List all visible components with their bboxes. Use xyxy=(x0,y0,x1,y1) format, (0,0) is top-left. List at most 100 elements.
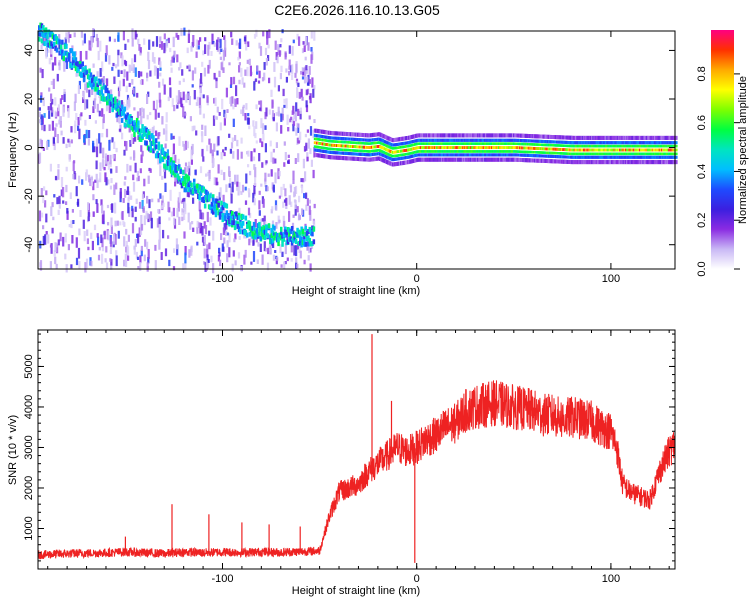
spectrogram-ridge-cell xyxy=(210,204,214,210)
spectrogram-noise-cell xyxy=(168,259,171,267)
spectrogram-ridge-cell xyxy=(266,225,269,231)
spectrogram-noise-cell xyxy=(123,59,127,65)
spectrogram-noise-cell xyxy=(161,195,164,204)
spectrogram-noise-cell xyxy=(172,266,176,271)
spectrogram-ridge-cell xyxy=(311,225,314,231)
spectrogram-noise-cell xyxy=(184,112,187,116)
spectrogram-ridge-cell xyxy=(81,61,84,67)
spectrogram-ridge-cell xyxy=(112,97,116,103)
spectrogram-noise-cell xyxy=(59,232,62,242)
spectrogram-noise-cell xyxy=(306,198,309,206)
spectrogram-noise-cell xyxy=(181,208,184,216)
spectrogram-noise-cell xyxy=(285,68,288,73)
spectrogram-noise-cell xyxy=(78,228,81,236)
spectrogram-ridge-cell xyxy=(123,106,127,112)
spectrogram-noise-cell xyxy=(161,116,164,125)
spectrogram-noise-cell xyxy=(93,224,97,231)
spectrogram-ridge-cell xyxy=(47,29,50,35)
spectrogram-ridge-cell xyxy=(96,89,99,95)
spectrogram-noise-cell xyxy=(191,84,194,88)
spectrogram-ridge-cell xyxy=(95,76,98,82)
spectrogram-ridge-cell xyxy=(61,54,64,60)
spectrogram-ridge-cell xyxy=(73,54,76,60)
spectrogram-noise-cell xyxy=(95,199,98,205)
spectrogram-noise-cell xyxy=(118,128,121,132)
spectrogram-noise-cell xyxy=(175,95,178,103)
spectrogram-noise-cell xyxy=(253,81,256,91)
spectrogram-ridge-cell xyxy=(248,225,252,231)
spectrogram-noise-cell xyxy=(164,182,167,192)
spectrogram-noise-cell xyxy=(54,97,57,106)
spectrogram-noise-cell xyxy=(119,188,122,199)
spectrogram-ridge-cell xyxy=(270,227,273,233)
spectrogram-noise-cell xyxy=(254,132,257,139)
spectrogram-noise-cell xyxy=(231,181,234,193)
spectrogram-noise-cell xyxy=(129,165,132,172)
spectrogram-band-cell xyxy=(675,141,678,145)
spectrogram-noise-cell xyxy=(146,212,149,219)
spectrogram-noise-cell xyxy=(134,206,137,212)
spectrogram-noise-cell xyxy=(54,110,57,118)
spectrogram-ridge-cell xyxy=(107,90,110,96)
spectrogram-ridge-cell xyxy=(43,33,46,38)
spectrogram-noise-cell xyxy=(116,118,119,123)
spectrogram-ridge-cell xyxy=(224,216,227,222)
spectrogram-noise-cell xyxy=(263,72,266,81)
spectrogram-noise-cell xyxy=(199,37,202,42)
spectrogram-noise-cell xyxy=(158,81,161,88)
spectrogram-noise-cell xyxy=(91,240,94,251)
spectrogram-ridge-cell xyxy=(54,34,57,39)
spectrogram-noise-cell xyxy=(270,208,273,214)
snr-background xyxy=(38,330,675,569)
spectrogram-ridge-cell xyxy=(202,186,205,192)
spectrogram-noise-cell xyxy=(287,160,290,164)
spectrogram-noise-cell xyxy=(65,264,68,273)
spectrogram-ridge-cell xyxy=(178,176,181,182)
spectrogram-noise-cell xyxy=(118,104,121,111)
spectrogram-noise-cell xyxy=(192,227,195,232)
spectrogram-noise-cell xyxy=(223,152,226,157)
spectrogram-ridge-cell xyxy=(300,242,303,248)
spectrogram-ridge-cell xyxy=(307,241,310,247)
spectrogram-noise-cell xyxy=(49,261,52,269)
spectrogram-ridge-cell xyxy=(95,82,98,88)
spectrogram-ridge-cell xyxy=(300,226,303,232)
spectrogram-noise-cell xyxy=(139,52,142,56)
spectrogram-band-peak xyxy=(675,148,678,152)
spectrogram-ridge-cell xyxy=(129,114,132,120)
spectrogram-noise-cell xyxy=(49,102,53,111)
spectrogram-noise-cell xyxy=(226,109,229,113)
spectrogram-noise-cell xyxy=(112,154,115,159)
spectrogram-ridge-cell xyxy=(171,170,174,176)
spectrogram-ridge-cell xyxy=(252,234,256,240)
spectrogram-noise-cell xyxy=(78,175,81,184)
spectrogram-noise-cell xyxy=(77,117,80,126)
spectrogram-ridge-cell xyxy=(195,183,199,189)
spectrogram-noise-cell xyxy=(231,96,234,104)
spectrogram-noise-cell xyxy=(169,189,172,201)
spectrogram-ridge-cell xyxy=(183,179,186,184)
colorbar-tick-label: 0.2 xyxy=(696,213,708,228)
spectrogram-noise-cell xyxy=(167,235,170,239)
spectrogram-ridge-cell xyxy=(210,208,214,214)
spectrogram-noise-cell xyxy=(87,202,90,211)
spectrogram-noise-cell xyxy=(202,156,205,162)
spectrogram-noise-cell xyxy=(126,71,129,81)
spectrogram-ridge-cell xyxy=(277,236,280,242)
spectrogram-noise-cell xyxy=(191,70,194,81)
spectrogram-noise-cell xyxy=(188,96,191,106)
spectrogram-ridge-cell xyxy=(92,82,95,87)
spectrogram-noise-cell xyxy=(293,112,296,120)
spectrogram-noise-cell xyxy=(161,78,165,86)
spectrogram-ridge-cell xyxy=(203,188,207,194)
spectrogram-noise-cell xyxy=(194,169,197,175)
spectrogram-ridge-cell xyxy=(135,122,139,128)
spectrogram-noise-cell xyxy=(152,41,155,47)
spectrogram-noise-cell xyxy=(235,85,238,97)
spectrogram-noise-cell xyxy=(87,211,90,222)
spectrogram-noise-cell xyxy=(195,189,199,195)
spectrogram-ridge-cell xyxy=(222,202,226,208)
spectrogram-noise-cell xyxy=(305,192,308,199)
spectrogram-noise-cell xyxy=(240,191,243,195)
